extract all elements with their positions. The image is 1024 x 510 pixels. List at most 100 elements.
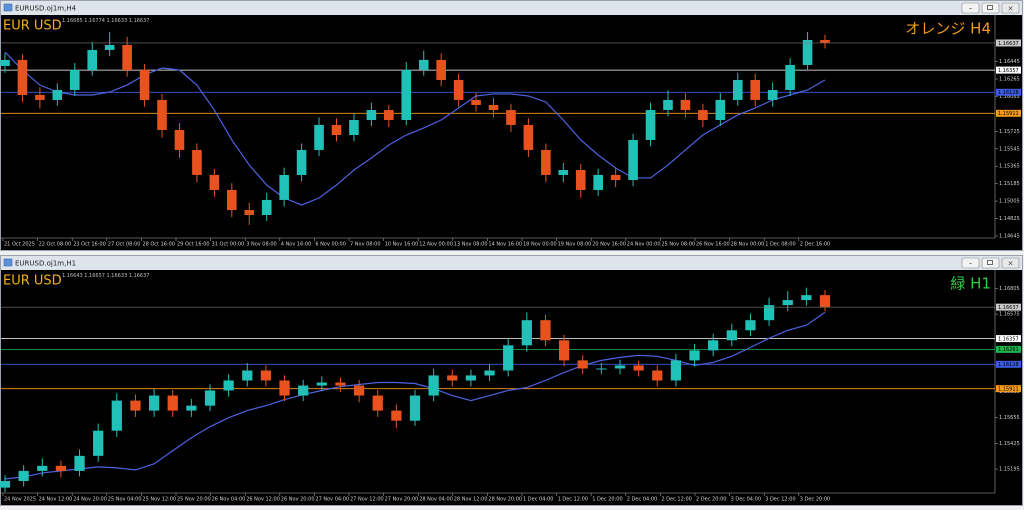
- x-tick-label: 1 Dec 04:00: [523, 497, 553, 503]
- x-tick-label: 2 Dec 20:00: [696, 497, 726, 503]
- x-tick-label: 18 Nov 00:00: [523, 242, 557, 248]
- minimize-glyph: –: [969, 5, 973, 13]
- price-line-box: [996, 345, 1021, 353]
- candle-body: [680, 99, 691, 111]
- candle-body: [261, 199, 272, 215]
- candle-body: [148, 395, 160, 411]
- candle-body: [715, 99, 726, 121]
- candle-body: [785, 64, 795, 90]
- candle-body: [558, 170, 569, 175]
- minimize-button[interactable]: [961, 257, 980, 269]
- minimize-button[interactable]: [961, 2, 980, 14]
- candle-body: [782, 300, 793, 306]
- x-tick-label: 22 Oct 08:00: [39, 242, 72, 248]
- x-tick-label: 28 Nov 00:00: [731, 242, 765, 248]
- price-line-box: [996, 88, 1021, 96]
- x-tick-label: 3 Dec 04:00: [731, 497, 761, 503]
- x-tick-label: 28 Nov 12:00: [454, 497, 488, 503]
- candle-body: [575, 170, 586, 190]
- candle-body: [428, 375, 439, 396]
- candle-body: [335, 382, 346, 386]
- candle-body: [139, 70, 150, 100]
- y-tick-label: 1.16805: [999, 286, 1020, 292]
- candle-body: [767, 89, 778, 100]
- timeframe-label: 緑 H1: [950, 275, 991, 293]
- y-tick-label: 1.16085: [999, 94, 1020, 100]
- y-tick-label: 1.14825: [999, 216, 1020, 222]
- candle-body: [541, 149, 551, 175]
- bid-box: [996, 39, 1021, 47]
- candle-body: [17, 59, 28, 96]
- price-line-label: 1.16128: [998, 362, 1019, 368]
- candle-body: [209, 174, 220, 190]
- bid-label: 1.16637: [998, 41, 1019, 47]
- window-title: EURUSD.oj1m,H4: [15, 5, 77, 13]
- y-tick-label: 1.14645: [999, 234, 1020, 240]
- candle-body: [819, 295, 831, 308]
- bid-box: [996, 303, 1021, 311]
- restore-button[interactable]: [981, 257, 1000, 269]
- close-button[interactable]: [1001, 257, 1020, 269]
- candle-body: [314, 124, 324, 150]
- x-tick-label: 25 Nov 12:00: [142, 497, 176, 503]
- close-glyph: ×: [1008, 260, 1014, 268]
- restore-glyph: [987, 5, 993, 10]
- x-tick-label: 20 Nov 16:00: [592, 242, 626, 248]
- candle-body: [652, 370, 663, 381]
- x-tick-label: 21 Oct 2025: [4, 242, 35, 248]
- symbol-title: EUR USD: [3, 19, 62, 34]
- x-tick-label: 31 Oct 00:00: [212, 242, 245, 248]
- candle-body: [242, 370, 253, 381]
- x-tick-label: 12 Nov 00:00: [419, 242, 453, 248]
- candle-body: [69, 70, 80, 90]
- price-line-label: 1.15911: [998, 111, 1019, 117]
- price-line-label: 1.16261: [998, 347, 1019, 353]
- y-tick-label: 1.16445: [999, 59, 1020, 65]
- window-title: EURUSD.oj1m,H1: [15, 260, 76, 268]
- x-tick-label: 24 Nov 00:00: [627, 242, 661, 248]
- y-tick-label: 1.15365: [999, 164, 1020, 170]
- y-tick-label: 1.15725: [999, 129, 1020, 135]
- candle-body: [204, 390, 216, 406]
- x-tick-label: 24 Nov 2025: [4, 497, 36, 503]
- window-icon: [3, 3, 13, 12]
- candle-body: [801, 295, 812, 301]
- chart-window: EURUSD.oj1m,H4 – × 1.14645 1.14825 1.15005 1.1…: [0, 0, 1023, 251]
- y-tick-label: 1.15005: [999, 199, 1020, 205]
- x-tick-label: 24 Nov 20:00: [73, 497, 107, 503]
- x-tick-label: 28 Oct 16:00: [142, 242, 175, 248]
- x-tick-label: 27 Nov 04:00: [315, 497, 349, 503]
- candle-body: [384, 110, 394, 121]
- y-tick-label: 1.15185: [999, 181, 1020, 187]
- candle-body: [763, 305, 775, 321]
- candle-body: [74, 455, 85, 471]
- x-tick-label: 14 Nov 16:00: [488, 242, 522, 248]
- price-line-box: [996, 66, 1021, 74]
- x-tick-label: 27 Nov 20:00: [385, 497, 419, 503]
- candle-body: [93, 430, 104, 456]
- price-line-box: [996, 335, 1021, 343]
- candle-body: [0, 59, 10, 66]
- close-button[interactable]: [1001, 2, 1020, 14]
- x-tick-label: 29 Oct 16:00: [177, 242, 210, 248]
- candle-body: [391, 410, 402, 421]
- y-tick-label: 1.15425: [999, 441, 1020, 447]
- restore-glyph: [987, 260, 993, 265]
- restore-button[interactable]: [981, 2, 1000, 14]
- candle-body: [55, 465, 67, 471]
- x-tick-label: 26 Nov 04:00: [212, 497, 246, 503]
- window-frame: [0, 0, 1023, 251]
- candle-body: [87, 49, 98, 71]
- candle-body: [540, 320, 551, 341]
- x-tick-label: 7 Nov 08:00: [350, 242, 381, 248]
- y-tick-label: 1.15195: [999, 467, 1020, 473]
- candle-body: [689, 350, 700, 361]
- x-tick-label: 4 Nov 16:00: [281, 242, 312, 248]
- candle-body: [670, 360, 682, 381]
- candle-body: [174, 129, 185, 150]
- price-line-box: [996, 385, 1021, 393]
- candle-body: [104, 45, 115, 50]
- candle-body: [260, 370, 272, 381]
- candle-body: [331, 124, 342, 136]
- x-tick-label: 26 Nov 20:00: [281, 497, 315, 503]
